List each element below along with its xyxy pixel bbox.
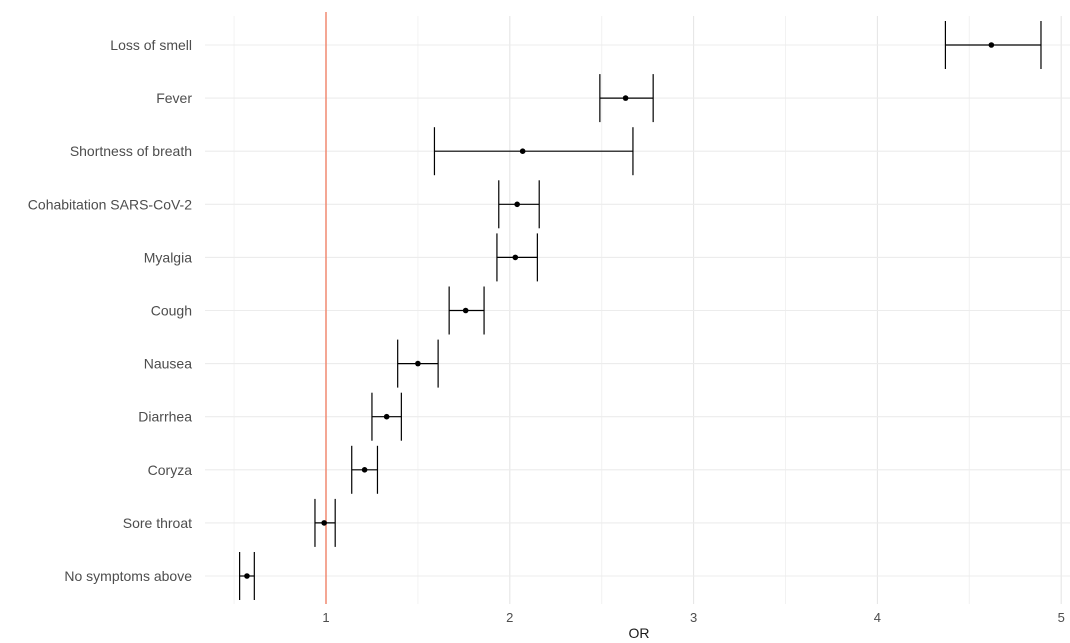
- or-point: [514, 201, 520, 208]
- or-point: [415, 360, 421, 367]
- x-axis-title: OR: [629, 625, 650, 641]
- or-point: [383, 413, 390, 420]
- y-category-label: Loss of smell: [110, 37, 192, 53]
- y-category-label: No symptoms above: [64, 568, 192, 584]
- y-category-label: Cohabitation SARS-CoV-2: [28, 196, 192, 212]
- x-axis-tick-labels: 1 2 3 4 5: [322, 610, 1064, 625]
- or-point: [519, 148, 526, 154]
- or-point: [244, 573, 250, 579]
- or-point: [512, 254, 519, 261]
- y-category-label: Coryza: [148, 462, 193, 478]
- confidence-intervals: [239, 21, 1042, 600]
- or-point: [622, 95, 629, 101]
- or-point: [321, 520, 327, 526]
- or-point: [988, 42, 995, 48]
- x-tick-label: 3: [690, 610, 697, 625]
- y-category-label: Diarrhea: [138, 409, 192, 425]
- x-tick-label: 1: [322, 610, 329, 625]
- y-axis-labels: Loss of smell Fever Shortness of breath Coh…: [28, 37, 193, 584]
- x-tick-label: 5: [1058, 610, 1065, 625]
- point-estimates: [244, 42, 995, 579]
- x-tick-label: 2: [506, 610, 513, 625]
- y-category-label: Shortness of breath: [70, 143, 192, 159]
- or-point: [462, 307, 469, 314]
- y-category-label: Sore throat: [123, 515, 192, 531]
- y-category-label: Myalgia: [144, 249, 192, 265]
- y-category-label: Nausea: [144, 356, 192, 372]
- or-point: [361, 467, 368, 473]
- y-category-label: Cough: [151, 303, 192, 319]
- x-tick-label: 4: [874, 610, 881, 625]
- y-category-label: Fever: [156, 90, 192, 106]
